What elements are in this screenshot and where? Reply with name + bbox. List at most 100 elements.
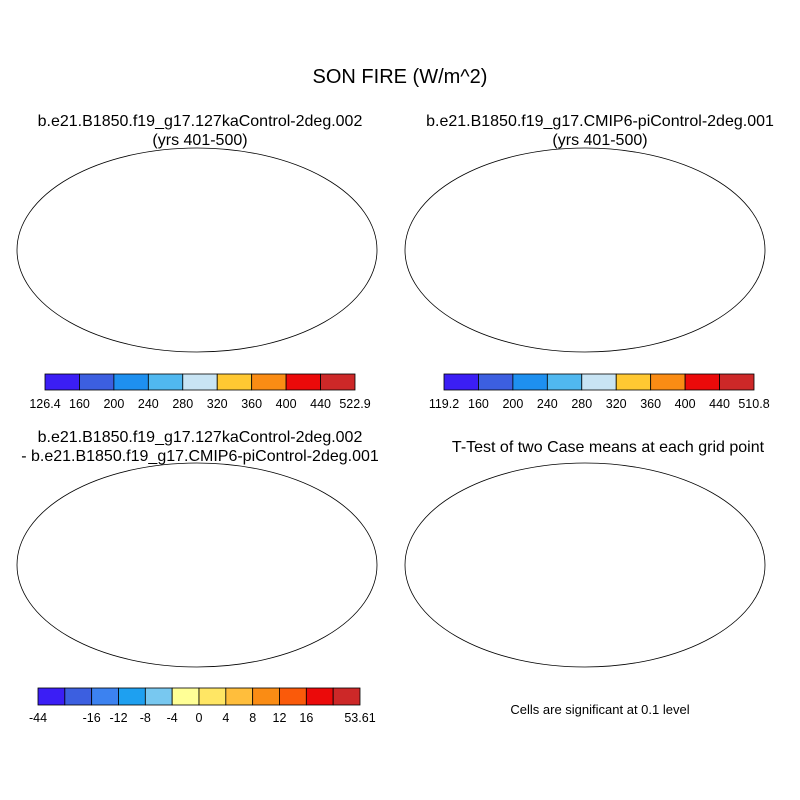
colorbar-tick-label: 360 [640,397,661,411]
colorbar-difference: -44 -16 -12 -8 -4 0 4 8 12 16 53.61 [29,687,376,725]
greenland-region [182,150,217,170]
antarctica-coast-band [47,329,347,338]
panel-2-title-line2: (yrs 401-500) [552,132,648,149]
colorbar-tick-label: 240 [537,397,558,411]
colorbar-tick-label: 126.4 [29,397,60,411]
colorbar-swatch [546,373,583,391]
indonesia-region [690,567,735,579]
colorbar-tick-label: 53.61 [344,711,375,725]
colorbar-tick-label: 440 [310,397,331,411]
eurasia-north-band [207,168,367,200]
panel-2-title: b.e21.B1850.f19_g17.CMIP6-piControl-2deg… [404,112,796,150]
colorbar-swatch [320,373,356,391]
eurasia-region [207,172,372,245]
colorbar-swatch [251,373,287,391]
africa-region [575,210,640,300]
colorbar-tick-label: 400 [276,397,297,411]
eurasia-north-band [207,483,367,515]
colorbar-tick-label: 8 [249,711,256,725]
map-panel-ttest [405,465,765,675]
australia-region [703,268,757,308]
africa-region [187,210,252,300]
south-america-region [127,242,177,322]
figure-title: SON FIRE (W/m^2) [312,66,488,88]
significance-note: Cells are significant at 0.1 level [510,702,690,717]
colorbar-tick-label: -12 [109,711,127,725]
colorbar-swatch [113,373,149,391]
colorbar-tick-label: 280 [172,397,193,411]
eurasia-boreal-band [217,162,369,180]
south-america-region [127,557,177,637]
australia-region [315,583,369,623]
colorbar-swatch [182,373,218,391]
africa-region [575,525,640,615]
indonesia-region [690,252,735,264]
colorbar-tick-label: 200 [103,397,124,411]
colorbar-tick-label: 320 [207,397,228,411]
colorbar-tick-label: 280 [571,397,592,411]
map-panel-difference [17,465,377,675]
north-america-north-band [435,158,575,186]
north-america-polar-band [52,154,177,172]
colorbar-swatch [478,373,514,391]
colorbar-swatch [650,373,686,391]
panel-3-title: b.e21.B1850.f19_g17.127kaControl-2deg.00… [0,428,400,466]
panel-3-title-line2: - b.e21.B1850.f19_g17.CMIP6-piControl-2d… [21,448,379,465]
colorbar-tick-label: 0 [196,711,203,725]
panel-1-title-line2: (yrs 401-500) [152,132,248,149]
colorbar-tick-label: 160 [468,397,489,411]
colorbar-swatch [37,687,66,706]
north-america-north-band [47,473,187,501]
map-panel-127ka [17,150,377,360]
eurasia-north-region [600,475,757,515]
colorbar-tick-label: 4 [222,711,229,725]
colorbar-127ka: 126.4 160 200 240 280 320 360 400 440 522.9 [29,373,371,411]
significant-cells [405,465,765,675]
colorbar-swatch [171,687,200,706]
greenland-region [570,465,605,485]
north-america-region [47,158,187,230]
colorbar-tick-label: 119.2 [429,397,459,411]
colorbar-tick-label: 360 [241,397,262,411]
colorbar-tick-label: 16 [299,711,313,725]
indonesia-region [302,252,347,264]
colorbar-swatch [615,373,652,391]
colorbar-tick-label: -44 [29,711,47,725]
colorbar-tick-label: -16 [83,711,101,725]
colorbar-tick-label: -4 [167,711,178,725]
panel-4-title: T-Test of two Case means at each grid po… [416,438,800,457]
north-america-region [47,473,187,545]
southern-africa-band [215,585,245,615]
colorbar-swatch [216,373,253,391]
colorbar-tick-label: 440 [709,397,730,411]
panel-1-title: b.e21.B1850.f19_g17.127kaControl-2deg.00… [8,112,392,150]
colorbar-swatch [198,687,227,706]
colorbar-tick-label: 320 [606,397,627,411]
panel-2-title-line1: b.e21.B1850.f19_g17.CMIP6-piControl-2deg… [426,113,774,130]
australia-region [703,583,757,623]
sahel-band [191,549,250,561]
antarctica-region [17,326,377,360]
map-border-picontrol [404,147,766,353]
colorbar-swatch [512,373,548,391]
north-america-region [435,158,575,230]
colorbar-tick-label: 200 [502,397,523,411]
eurasia-region [207,487,372,560]
eurasia-region [595,172,760,245]
colorbar-swatch [332,687,361,706]
colorbar-swatch [581,373,617,391]
map-border-difference [16,462,378,668]
colorbar-swatch [443,373,479,391]
map-panel-picontrol [405,150,765,360]
greenland-region [570,150,605,170]
colorbar-swatch [225,687,254,706]
colorbar-tick-label: 160 [69,397,90,411]
map-border-127ka [16,147,378,353]
africa-region [187,525,252,615]
colorbar-tick-label: 400 [675,397,696,411]
colorbar-swatch [79,373,115,391]
panel-4-title-line1: T-Test of two Case means at each grid po… [451,439,765,456]
south-america-region [515,557,565,637]
north-america-north-band [47,158,187,186]
